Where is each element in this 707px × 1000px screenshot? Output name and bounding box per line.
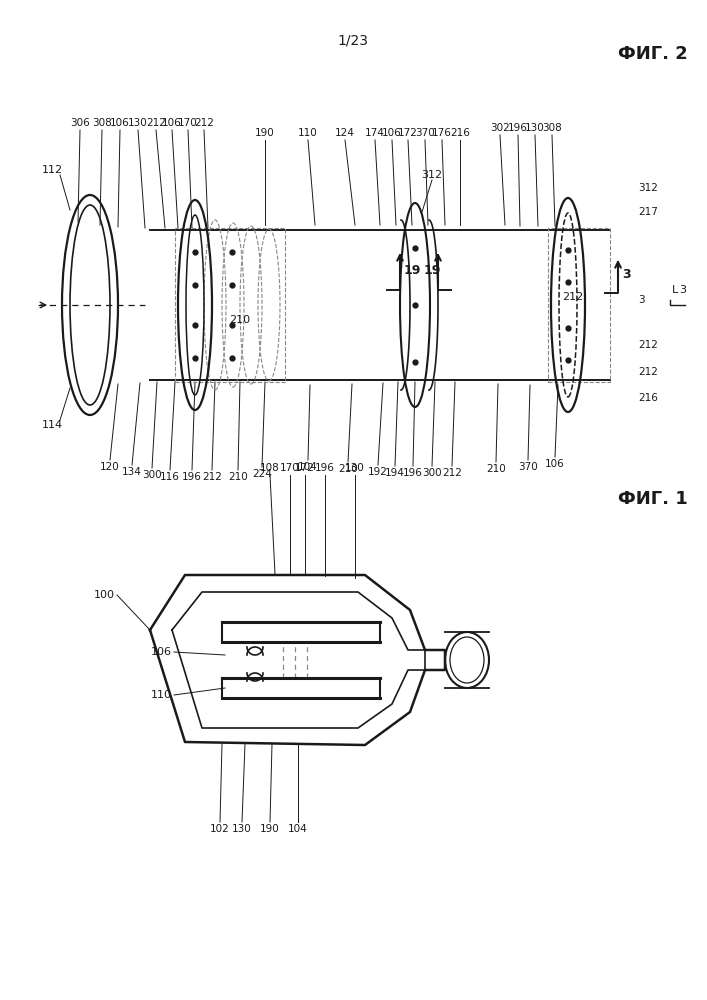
Text: 212: 212: [562, 292, 583, 302]
Text: 196: 196: [182, 472, 202, 482]
Text: 106: 106: [162, 118, 182, 128]
Text: 210: 210: [228, 472, 248, 482]
Text: 130: 130: [345, 463, 365, 473]
Text: 217: 217: [638, 207, 658, 217]
Text: ФИГ. 2: ФИГ. 2: [618, 45, 688, 63]
Text: 300: 300: [422, 468, 442, 478]
Text: 124: 124: [335, 128, 355, 138]
Text: 212: 212: [202, 472, 222, 482]
Text: L: L: [672, 285, 678, 295]
Text: 212: 212: [146, 118, 166, 128]
Text: 212: 212: [442, 468, 462, 478]
Text: 3: 3: [622, 268, 631, 282]
Text: 3: 3: [638, 295, 645, 305]
Text: 114: 114: [42, 420, 62, 430]
Text: 176: 176: [432, 128, 452, 138]
Text: 104: 104: [298, 462, 318, 472]
Text: 110: 110: [151, 690, 172, 700]
Text: 172: 172: [295, 463, 315, 473]
Text: 170: 170: [178, 118, 198, 128]
Text: 106: 106: [151, 647, 172, 657]
Text: 194: 194: [385, 468, 405, 478]
Text: 210: 210: [338, 464, 358, 474]
Text: 120: 120: [100, 462, 120, 472]
Text: 312: 312: [421, 170, 443, 180]
Text: 130: 130: [232, 824, 252, 834]
Text: 212: 212: [194, 118, 214, 128]
Text: 108: 108: [260, 463, 280, 473]
Text: 192: 192: [368, 467, 388, 477]
Text: 306: 306: [70, 118, 90, 128]
Text: 130: 130: [128, 118, 148, 128]
Text: 116: 116: [160, 472, 180, 482]
Text: 370: 370: [518, 462, 538, 472]
Text: 216: 216: [450, 128, 470, 138]
Text: 212: 212: [638, 367, 658, 377]
Text: 224: 224: [252, 469, 272, 479]
Text: 196: 196: [403, 468, 423, 478]
Text: 312: 312: [638, 183, 658, 193]
Text: ФИГ. 1: ФИГ. 1: [618, 490, 688, 508]
Text: 190: 190: [255, 128, 275, 138]
Text: 100: 100: [94, 590, 115, 600]
Text: 19: 19: [404, 263, 421, 276]
Text: 104: 104: [288, 824, 308, 834]
Text: 106: 106: [545, 459, 565, 469]
Text: 170: 170: [280, 463, 300, 473]
Text: 1/23: 1/23: [337, 33, 368, 47]
Text: 308: 308: [92, 118, 112, 128]
Text: 370: 370: [415, 128, 435, 138]
Text: 106: 106: [382, 128, 402, 138]
Text: 102: 102: [210, 824, 230, 834]
Text: 300: 300: [142, 470, 162, 480]
Text: 130: 130: [525, 123, 545, 133]
Text: 210: 210: [230, 315, 250, 325]
Text: 19: 19: [424, 263, 441, 276]
Text: 110: 110: [298, 128, 318, 138]
Text: 174: 174: [365, 128, 385, 138]
Text: 134: 134: [122, 467, 142, 477]
Text: 112: 112: [42, 165, 62, 175]
Text: 106: 106: [110, 118, 130, 128]
Text: 212: 212: [638, 340, 658, 350]
Text: 190: 190: [260, 824, 280, 834]
Text: 210: 210: [486, 464, 506, 474]
Text: 172: 172: [398, 128, 418, 138]
Text: 216: 216: [638, 393, 658, 403]
Text: 196: 196: [508, 123, 528, 133]
Text: 302: 302: [490, 123, 510, 133]
Text: 3: 3: [679, 285, 686, 295]
Text: 196: 196: [315, 463, 335, 473]
Text: 308: 308: [542, 123, 562, 133]
